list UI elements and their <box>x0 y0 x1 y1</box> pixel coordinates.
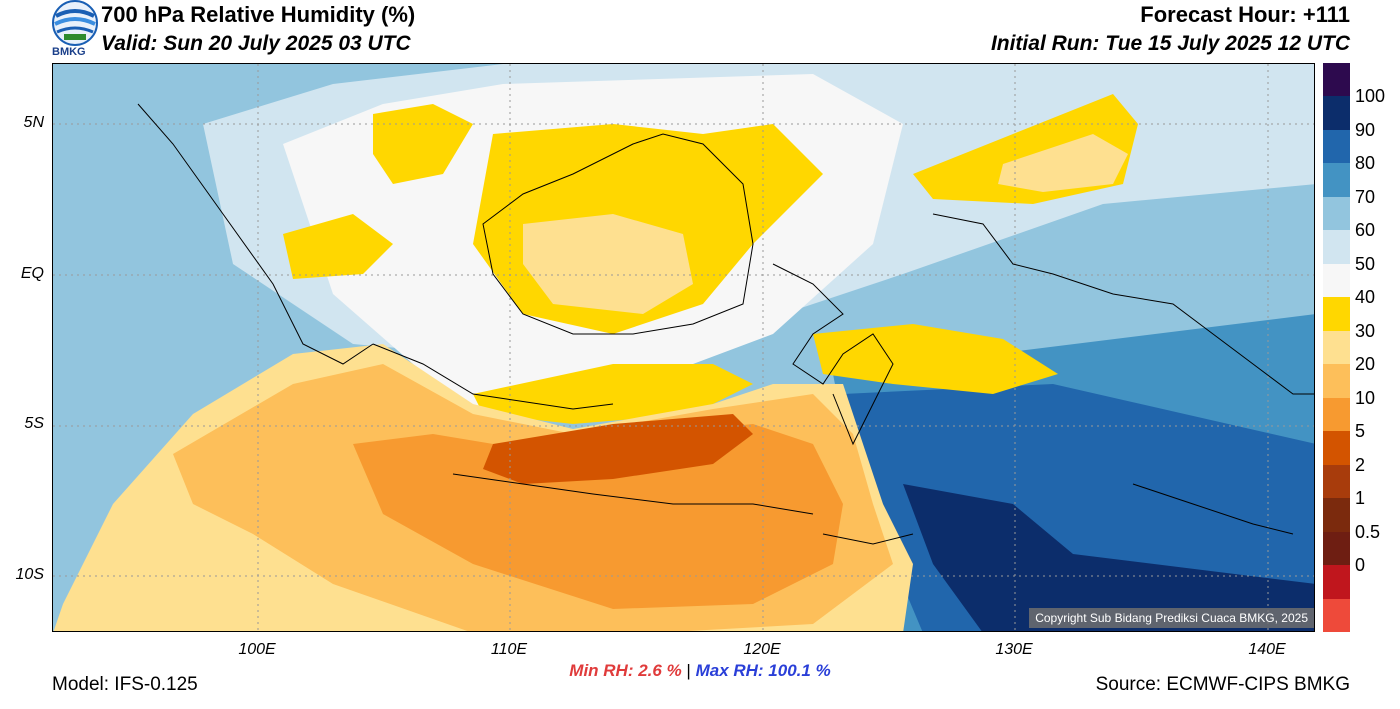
copyright-notice: Copyright Sub Bidang Prediksi Cuaca BMKG… <box>1029 608 1314 628</box>
colorbar-segment <box>1323 297 1350 332</box>
bmkg-logo: BMKG <box>50 0 100 62</box>
lat-label-eq: EQ <box>20 265 44 282</box>
dry-core-java-sea <box>483 414 753 484</box>
moist-darkcore-southeast <box>903 484 1314 631</box>
colorbar-label: 10 <box>1355 387 1376 408</box>
colorbar <box>1323 63 1350 633</box>
colorbar-label: 50 <box>1355 253 1376 274</box>
colorbar-label: 1 <box>1355 488 1366 509</box>
lat-label-10s: 10S <box>15 566 44 583</box>
colorbar-label: 2 <box>1355 454 1366 475</box>
colorbar-segment <box>1323 531 1350 566</box>
colorbar-segment <box>1323 129 1350 164</box>
colorbar-label: 30 <box>1355 320 1376 341</box>
colorbar-segment <box>1323 397 1350 432</box>
colorbar-segment <box>1323 230 1350 265</box>
lon-label-140e: 140E <box>1248 641 1286 658</box>
colorbar-segment <box>1323 565 1350 600</box>
valid-time: Valid: Sun 20 July 2025 03 UTC <box>101 32 411 55</box>
colorbar-label: 70 <box>1355 186 1376 207</box>
colorbar-segment <box>1323 364 1350 399</box>
colorbar-label: 0.5 <box>1355 521 1381 542</box>
colorbar-label: 80 <box>1355 153 1376 174</box>
colorbar-segment <box>1323 196 1350 231</box>
colorbar-segment <box>1323 431 1350 466</box>
lat-label-5n: 5N <box>23 114 44 131</box>
colorbar-segment <box>1323 598 1350 633</box>
dry-band-central <box>473 364 753 424</box>
logo-text: BMKG <box>52 46 86 58</box>
colorbar-segment <box>1323 464 1350 499</box>
colorbar-label: 20 <box>1355 354 1376 375</box>
humidity-map-svg <box>53 64 1314 631</box>
colorbar-segment <box>1323 330 1350 365</box>
colorbar-segment <box>1323 96 1350 131</box>
colorbar-label: 60 <box>1355 220 1376 241</box>
dry-core-borneo <box>523 214 693 314</box>
colorbar-segment <box>1323 263 1350 298</box>
max-rh: Max RH: 100.1 % <box>695 661 831 680</box>
min-rh: Min RH: 2.6 % <box>569 661 682 680</box>
dry-region-strong <box>353 424 843 609</box>
graticule <box>53 64 1314 631</box>
lon-label-130e: 130E <box>995 641 1033 658</box>
colorbar-segment <box>1323 498 1350 533</box>
lat-label-5s: 5S <box>24 415 44 432</box>
colorbar-segment <box>1323 63 1350 97</box>
colorbar-label: 5 <box>1355 421 1366 442</box>
dry-band-sulawesi <box>813 324 1058 394</box>
coastlines <box>137 103 1314 545</box>
colorbar-label: 0 <box>1355 555 1366 576</box>
rh-stats: Min RH: 2.6 % | Max RH: 100.1 % <box>0 661 1400 681</box>
map-title: 700 hPa Relative Humidity (%) <box>101 2 416 27</box>
dry-patch-northwest <box>373 104 473 184</box>
forecast-hour: Forecast Hour: +111 <box>1140 2 1350 27</box>
dry-patch-west <box>283 214 393 279</box>
colorbar-label: 40 <box>1355 287 1376 308</box>
humidity-map <box>52 63 1315 632</box>
lon-label-120e: 120E <box>743 641 781 658</box>
colorbar-segment <box>1323 163 1350 198</box>
lon-label-110e: 110E <box>490 641 528 658</box>
stats-separator: | <box>686 661 691 680</box>
colorbar-label: 90 <box>1355 119 1376 140</box>
source-label: Source: ECMWF-CIPS BMKG <box>1095 674 1350 695</box>
lon-label-100e: 100E <box>238 641 276 658</box>
colorbar-label: 100 <box>1355 86 1386 107</box>
model-label: Model: IFS-0.125 <box>52 674 198 695</box>
dry-core-northeast <box>998 134 1128 192</box>
initial-run: Initial Run: Tue 15 July 2025 12 UTC <box>990 32 1350 55</box>
